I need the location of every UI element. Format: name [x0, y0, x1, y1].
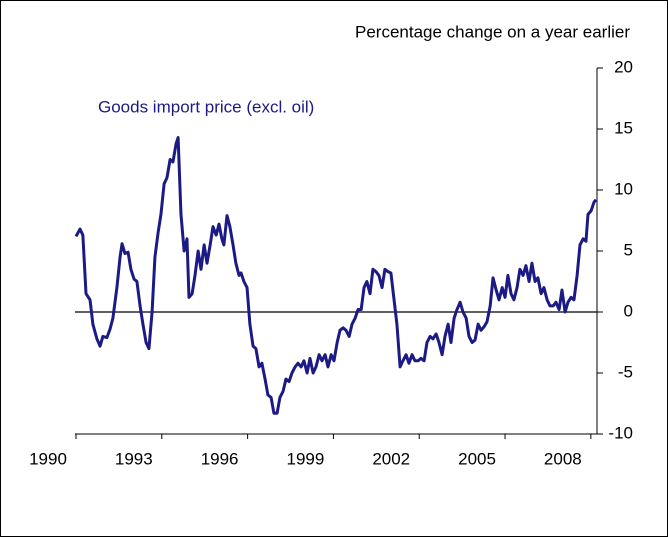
y-tick-label: 0	[624, 301, 633, 320]
x-tick-label: 1990	[29, 449, 67, 468]
y-axis-label: Percentage change on a year earlier	[355, 22, 630, 41]
x-tick-label: 2005	[458, 449, 496, 468]
y-tick-label: 10	[614, 179, 633, 198]
y-tick-label: -5	[618, 362, 633, 381]
x-tick-label: 2008	[544, 449, 582, 468]
x-tick-label: 1999	[287, 449, 325, 468]
x-tick-label: 2002	[372, 449, 410, 468]
y-tick-label: 15	[614, 118, 633, 137]
series-line	[74, 136, 598, 415]
y-tick-label: 5	[624, 240, 633, 259]
y-tick-label: -10	[608, 423, 633, 442]
series-label: Goods import price (excl. oil)	[98, 97, 314, 116]
x-tick-label: 1996	[201, 449, 239, 468]
y-tick-label: 20	[614, 57, 633, 76]
x-tick-label: 1993	[115, 449, 153, 468]
